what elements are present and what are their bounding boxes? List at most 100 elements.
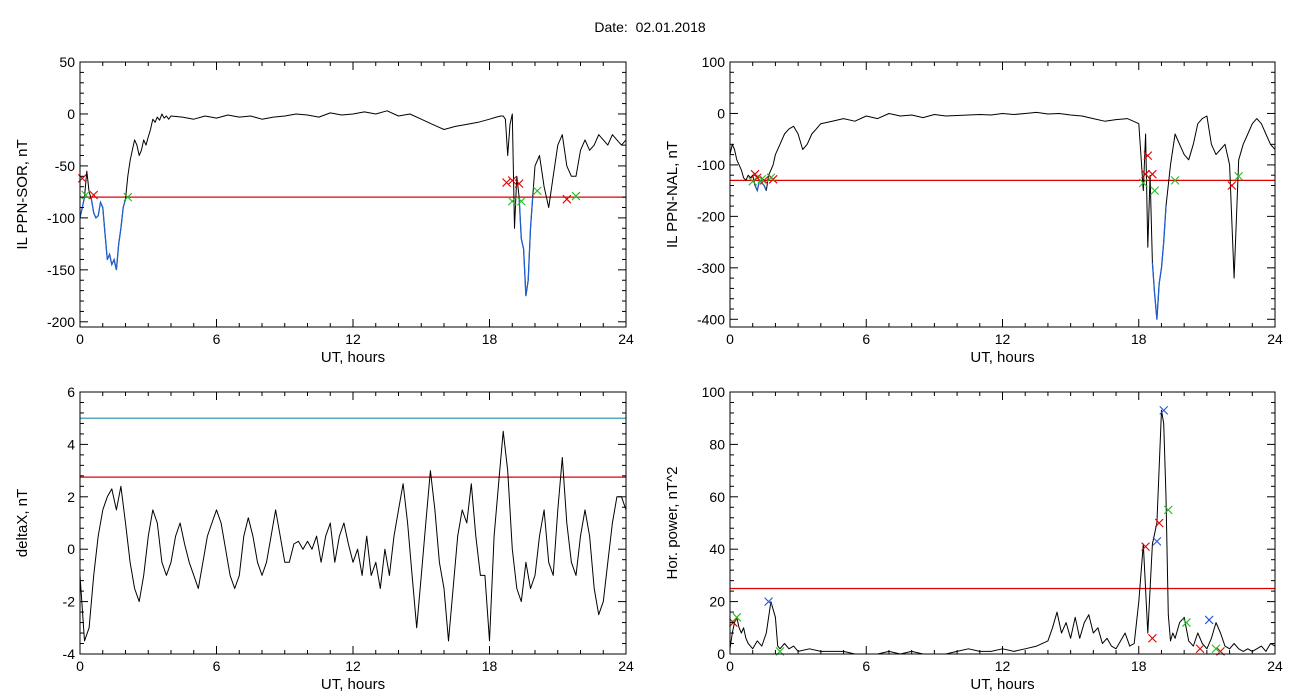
marker-green-cross xyxy=(81,190,91,200)
y-tick-label: 0 xyxy=(67,106,75,122)
y-axis-label: deltaX, nT xyxy=(14,489,31,557)
plot-frame xyxy=(729,61,1276,328)
x-axis-label: UT, hours xyxy=(321,349,385,366)
y-axis-label: IL PPN-SOR, nT xyxy=(14,139,31,249)
y-tick-label: -50 xyxy=(55,158,75,174)
x-tick-label: 24 xyxy=(618,331,634,347)
x-tick-label: 12 xyxy=(345,658,361,674)
x-tick-label: 0 xyxy=(76,658,84,674)
x-tick-label: 12 xyxy=(995,658,1011,674)
marker-blue-cross xyxy=(1159,405,1169,415)
marker-green-cross xyxy=(507,196,517,206)
series-line xyxy=(80,110,626,297)
x-tick-label: 0 xyxy=(76,331,84,347)
marker-red-cross xyxy=(1141,169,1150,179)
y-tick-label: 2 xyxy=(67,489,75,505)
y-tick-label: -100 xyxy=(697,157,725,173)
x-tick-label: 24 xyxy=(1267,658,1283,674)
y-tick-label: -100 xyxy=(47,210,75,226)
x-tick-label: 6 xyxy=(213,331,221,347)
y-tick-label: 80 xyxy=(709,436,725,452)
marker-green-cross xyxy=(1182,618,1191,627)
panel-hor-power: 0 6 12 18 24 0 20 40 60 80 100 UT, hours Hor. power,… xyxy=(664,384,1283,693)
marker-blue-cross xyxy=(1152,536,1162,546)
marker-green-cross xyxy=(1138,178,1148,188)
marker-green-cross xyxy=(1211,644,1221,654)
marker-red-cross xyxy=(1141,542,1150,551)
marker-red-cross xyxy=(89,190,99,200)
y-tick-label: -200 xyxy=(697,208,725,224)
x-tick-label: 6 xyxy=(213,658,221,674)
series-line xyxy=(80,430,626,642)
marker-red-cross xyxy=(1195,644,1205,654)
y-tick-label: 4 xyxy=(67,436,75,452)
series-line xyxy=(730,409,1275,654)
marker-green-cross xyxy=(757,174,767,184)
series-line xyxy=(730,111,1275,320)
x-tick-label: 12 xyxy=(345,331,361,347)
x-tick-label: 18 xyxy=(1131,331,1147,347)
x-axis-label: UT, hours xyxy=(321,676,385,693)
marker-red-cross xyxy=(514,179,524,188)
plot-frame xyxy=(79,61,627,328)
event-segment-line xyxy=(518,197,534,296)
marker-green-cross xyxy=(532,186,542,196)
x-tick-label: 0 xyxy=(726,331,734,347)
marker-red-cross xyxy=(1147,169,1157,179)
marker-red-cross xyxy=(77,174,87,183)
x-axis-label: UT, hours xyxy=(970,676,1034,693)
plot-frame xyxy=(729,391,1276,655)
marker-red-cross xyxy=(1154,518,1164,528)
marker-green-cross xyxy=(766,173,776,183)
y-tick-label: 50 xyxy=(59,54,75,70)
y-axis-label: IL PPN-NAL, nT xyxy=(664,141,681,248)
x-tick-label: 24 xyxy=(1267,331,1283,347)
marker-red-cross xyxy=(507,176,517,185)
marker-green-cross xyxy=(516,196,526,206)
marker-blue-cross xyxy=(764,597,773,606)
plot-frame xyxy=(79,391,627,655)
x-tick-label: 0 xyxy=(726,658,734,674)
event-segment-line xyxy=(90,199,127,270)
marker-red-cross xyxy=(1147,633,1157,643)
marker-red-cross xyxy=(1143,151,1153,161)
marker-green-cross xyxy=(1234,171,1244,181)
y-tick-label: 0 xyxy=(717,646,725,662)
x-tick-label: 6 xyxy=(862,331,870,347)
marker-green-cross xyxy=(732,612,742,622)
y-tick-label: -2 xyxy=(63,594,76,610)
event-segment-line xyxy=(1151,206,1167,320)
y-tick-label: 100 xyxy=(702,384,726,400)
y-axis-label: Hor. power, nT^2 xyxy=(664,467,681,580)
y-tick-label: 0 xyxy=(717,105,725,121)
marker-blue-cross xyxy=(1204,615,1214,625)
y-tick-label: -300 xyxy=(697,260,725,276)
y-tick-label: -150 xyxy=(47,262,75,278)
panel-il-ppn-sor: 0 6 12 18 24 -200 -150 -100 -50 0 50 UT, hours IL PP… xyxy=(14,54,634,366)
y-tick-label: 40 xyxy=(709,541,725,557)
marker-green-cross xyxy=(1150,186,1160,196)
y-tick-label: 100 xyxy=(702,54,726,70)
x-tick-label: 18 xyxy=(1131,658,1147,674)
y-tick-label: 20 xyxy=(709,594,725,610)
y-tick-label: -4 xyxy=(63,646,76,662)
x-axis-label: UT, hours xyxy=(970,349,1034,366)
marker-red-cross xyxy=(502,178,511,187)
marker-red-cross xyxy=(1227,181,1237,190)
y-tick-label: 60 xyxy=(709,489,725,505)
x-tick-label: 6 xyxy=(862,658,870,674)
x-tick-label: 12 xyxy=(995,331,1011,347)
x-tick-label: 18 xyxy=(482,331,498,347)
page-title: Date: 02.01.2018 xyxy=(594,19,706,35)
y-tick-label: 6 xyxy=(67,384,75,400)
marker-green-cross xyxy=(1170,175,1180,185)
panel-il-ppn-nal: 0 6 12 18 24 -400 -300 -200 -100 0 100 UT, hours IL … xyxy=(664,54,1283,366)
marker-red-cross xyxy=(562,194,572,204)
y-tick-label: -400 xyxy=(697,311,725,327)
y-tick-label: -200 xyxy=(47,314,75,330)
marker-green-cross xyxy=(123,192,133,202)
marker-red-cross xyxy=(759,175,769,185)
marker-green-cross xyxy=(571,191,581,201)
